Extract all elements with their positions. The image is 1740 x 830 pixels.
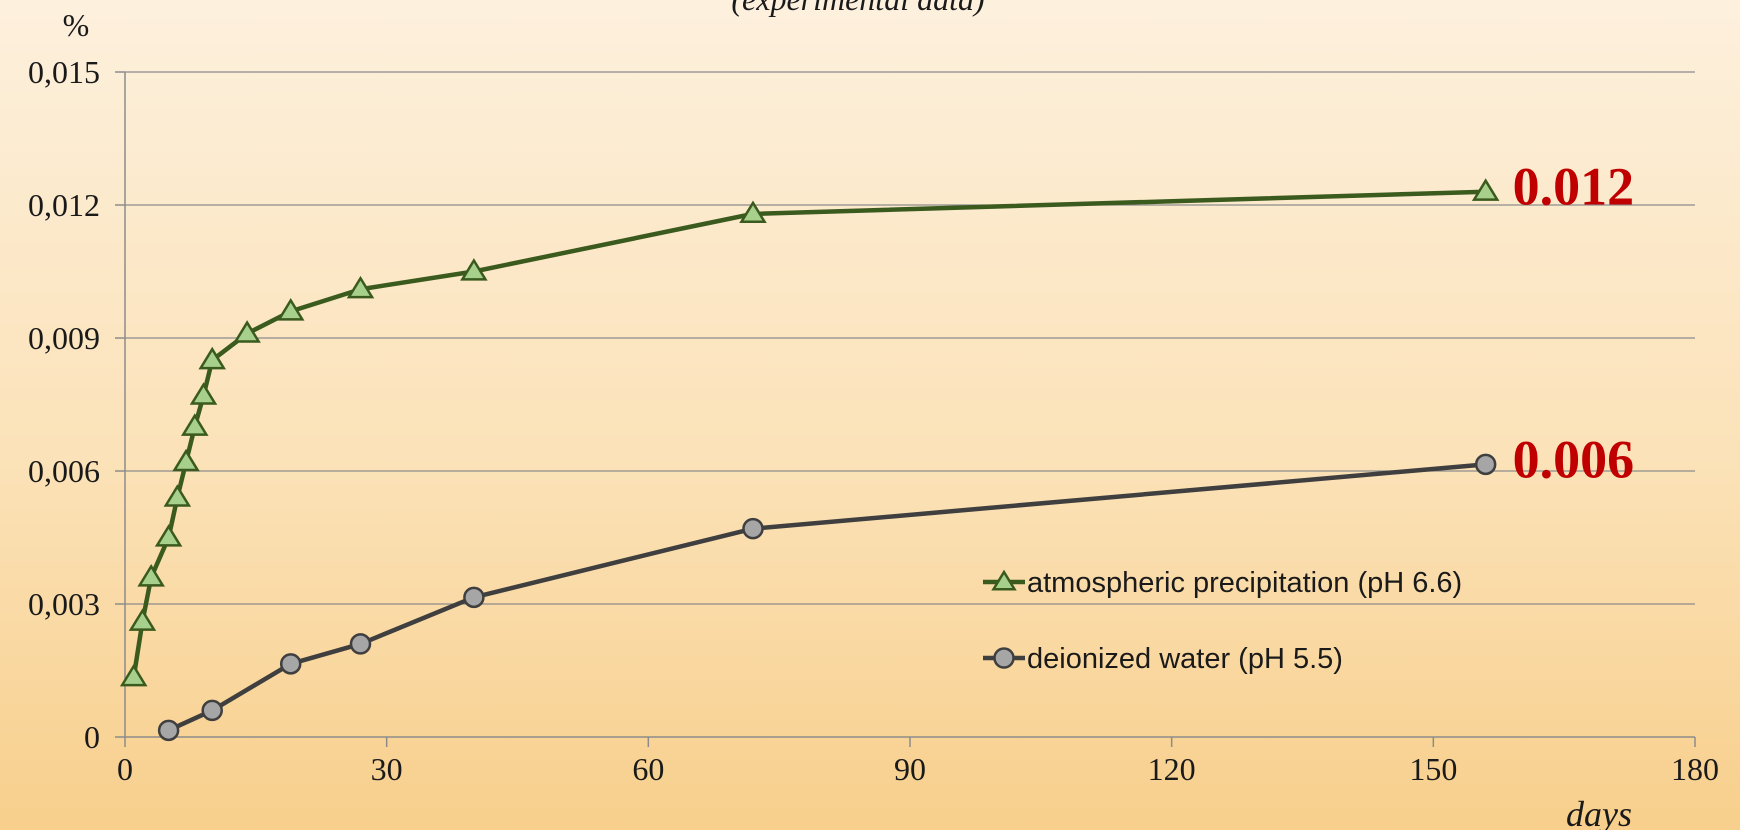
data-point-triangle [163,484,192,507]
y-tick-label: 0,003 [28,586,100,622]
data-point-triangle [739,200,767,224]
data-point-circle [742,517,764,540]
data-point-triangle [137,564,165,587]
data-point-triangle [181,413,209,436]
gridlines [125,71,1695,605]
x-tick-label: 60 [632,751,664,787]
data-point-circle [349,633,372,655]
data-point-triangle [1471,178,1500,201]
legend-item-deionized: deionized water (pH 5.5) [983,643,1343,675]
data-point-circle [1474,453,1497,476]
x-tick-label: 90 [894,751,926,787]
legend-label-deionized: deionized water (pH 5.5) [1027,643,1343,675]
y-axis-unit-label: % [63,7,90,43]
data-point-triangle [128,608,157,631]
end-value-label-atmospheric: 0.012 [1513,157,1635,217]
legend-item-atmospheric: atmospheric precipitation (pH 6.6) [983,567,1462,599]
x-axis-label: days [1566,794,1632,830]
y-tick-label: 0,012 [28,187,100,223]
chart-subtitle: (experimental data) [731,0,984,17]
y-tick-label: 0 [84,719,100,755]
x-axis-ticks: 0 30 60 90 120 150 180 [117,737,1719,787]
y-tick-label: 0,009 [28,320,100,356]
data-point-triangle [276,298,305,321]
x-tick-label: 150 [1409,751,1457,787]
legend-circle-marker [993,647,1015,669]
legend-triangle-marker [991,569,1017,591]
data-point-circle [279,653,302,675]
x-tick-label: 180 [1671,751,1719,787]
data-point-triangle [346,275,375,299]
data-point-triangle [119,663,148,687]
y-tick-label: 0,006 [28,453,100,489]
x-tick-label: 30 [371,751,403,787]
legend-label-atmospheric: atmospheric precipitation (pH 6.6) [1027,567,1462,599]
data-point-triangle [460,258,488,281]
x-tick-label: 0 [117,751,133,787]
series-atmospheric [119,178,1500,687]
series-deionized [157,453,1497,742]
y-tick-label: 0,015 [28,54,100,90]
data-point-triangle [172,448,200,472]
data-point-circle [157,719,180,742]
data-point-triangle [154,524,183,547]
data-point-circle [201,699,223,722]
y-axis-ticks: 0 0,003 0,006 0,009 0,012 0,015 [28,54,125,755]
data-point-triangle [233,320,261,343]
series-layer [119,178,1500,742]
x-tick-label: 120 [1148,751,1196,787]
data-point-circle [463,586,485,609]
legend: atmospheric precipitation (pH 6.6) deion… [983,567,1462,675]
end-value-label-deionized: 0.006 [1513,429,1635,489]
data-point-triangle [198,346,226,370]
data-point-triangle [189,382,218,405]
